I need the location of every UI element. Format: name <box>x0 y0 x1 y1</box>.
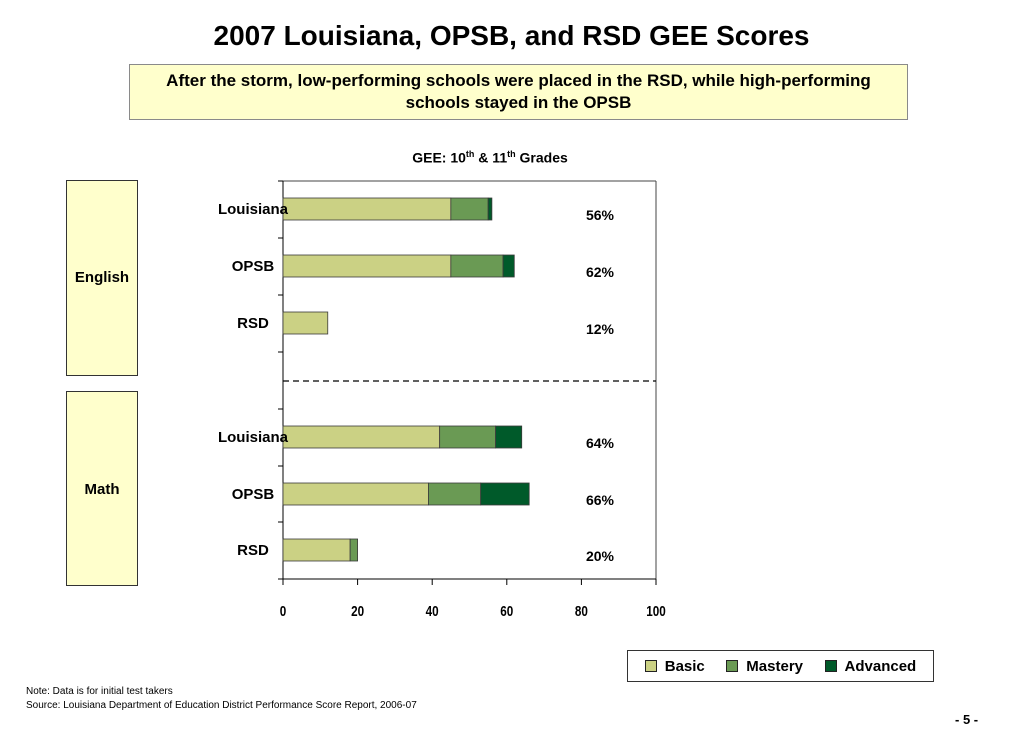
chart-legend: Basic Mastery Advanced <box>627 650 934 682</box>
section-box-english: English <box>66 180 138 376</box>
category-label-2: RSD <box>237 315 269 332</box>
chart-title-sup-1: th <box>465 149 475 159</box>
chart-title: GEE: 10th & 11th Grades <box>0 149 980 166</box>
chart-title-mid: & 11 <box>474 149 508 166</box>
x-tick-label-100: 100 <box>646 603 666 620</box>
category-label-1: OPSB <box>232 258 275 275</box>
total-label-5: 20% <box>586 548 615 564</box>
chart-title-prefix: GEE: 10 <box>412 149 466 166</box>
category-label-4: OPSB <box>232 486 275 503</box>
category-label-5: RSD <box>237 542 269 559</box>
bar-rsd-5-basic <box>282 538 351 562</box>
total-label-1: 62% <box>586 264 615 280</box>
legend-item-basic: Basic <box>644 657 705 675</box>
total-label-2: 12% <box>586 321 615 337</box>
bar-opsb-4-advanced <box>480 482 530 506</box>
bar-louisiana-0-basic <box>282 197 452 221</box>
x-tick-label-0: 0 <box>280 603 287 620</box>
legend-item-mastery: Mastery <box>726 658 803 675</box>
bar-rsd-2-basic <box>282 311 329 335</box>
category-label-0: Louisiana <box>218 201 289 218</box>
bar-rsd-5-mastery <box>349 538 359 562</box>
callout-box: After the storm, low-performing schools … <box>129 64 908 120</box>
legend-label-mastery: Mastery <box>746 657 803 675</box>
legend-label-basic: Basic <box>664 657 705 675</box>
bar-opsb-1-advanced <box>502 254 515 278</box>
total-label-0: 56% <box>586 207 615 223</box>
bar-opsb-4-mastery <box>428 482 482 506</box>
bar-opsb-1-basic <box>282 254 452 278</box>
x-tick-label-60: 60 <box>500 603 513 620</box>
footer-source: Source: Louisiana Department of Educatio… <box>26 700 417 711</box>
total-label-4: 66% <box>586 492 615 508</box>
chart-title-suffix: Grades <box>515 149 568 166</box>
bar-louisiana-3-advanced <box>495 425 523 449</box>
callout-text: After the storm, low-performing schools … <box>166 71 871 112</box>
bar-louisiana-3-basic <box>282 425 441 449</box>
bar-louisiana-0-advanced <box>487 197 493 221</box>
legend-swatch-basic <box>644 660 657 672</box>
bar-opsb-1-mastery <box>450 254 504 278</box>
legend-label-advanced: Advanced <box>844 657 917 675</box>
x-tick-label-80: 80 <box>575 603 588 620</box>
x-tick-label-20: 20 <box>351 603 364 620</box>
bar-opsb-4-basic <box>282 482 429 506</box>
slide-title: 2007 Louisiana, OPSB, and RSD GEE Scores <box>213 20 810 51</box>
x-tick-label-40: 40 <box>426 603 439 620</box>
legend-item-advanced: Advanced <box>824 657 917 675</box>
legend-swatch-mastery <box>726 660 739 672</box>
total-label-3: 64% <box>586 435 615 451</box>
bar-louisiana-0-mastery <box>450 197 489 221</box>
bar-louisiana-3-mastery <box>439 425 497 449</box>
section-label-english: English <box>74 269 130 286</box>
footer-note: Note: Data is for initial test takers <box>26 686 173 697</box>
legend-swatch-advanced <box>824 660 837 672</box>
chart-title-sup-2: th <box>507 149 516 159</box>
category-label-3: Louisiana <box>218 429 289 446</box>
section-label-math: Math <box>84 481 120 498</box>
section-box-math: Math <box>66 391 138 586</box>
page-number: - 5 - <box>955 712 979 727</box>
